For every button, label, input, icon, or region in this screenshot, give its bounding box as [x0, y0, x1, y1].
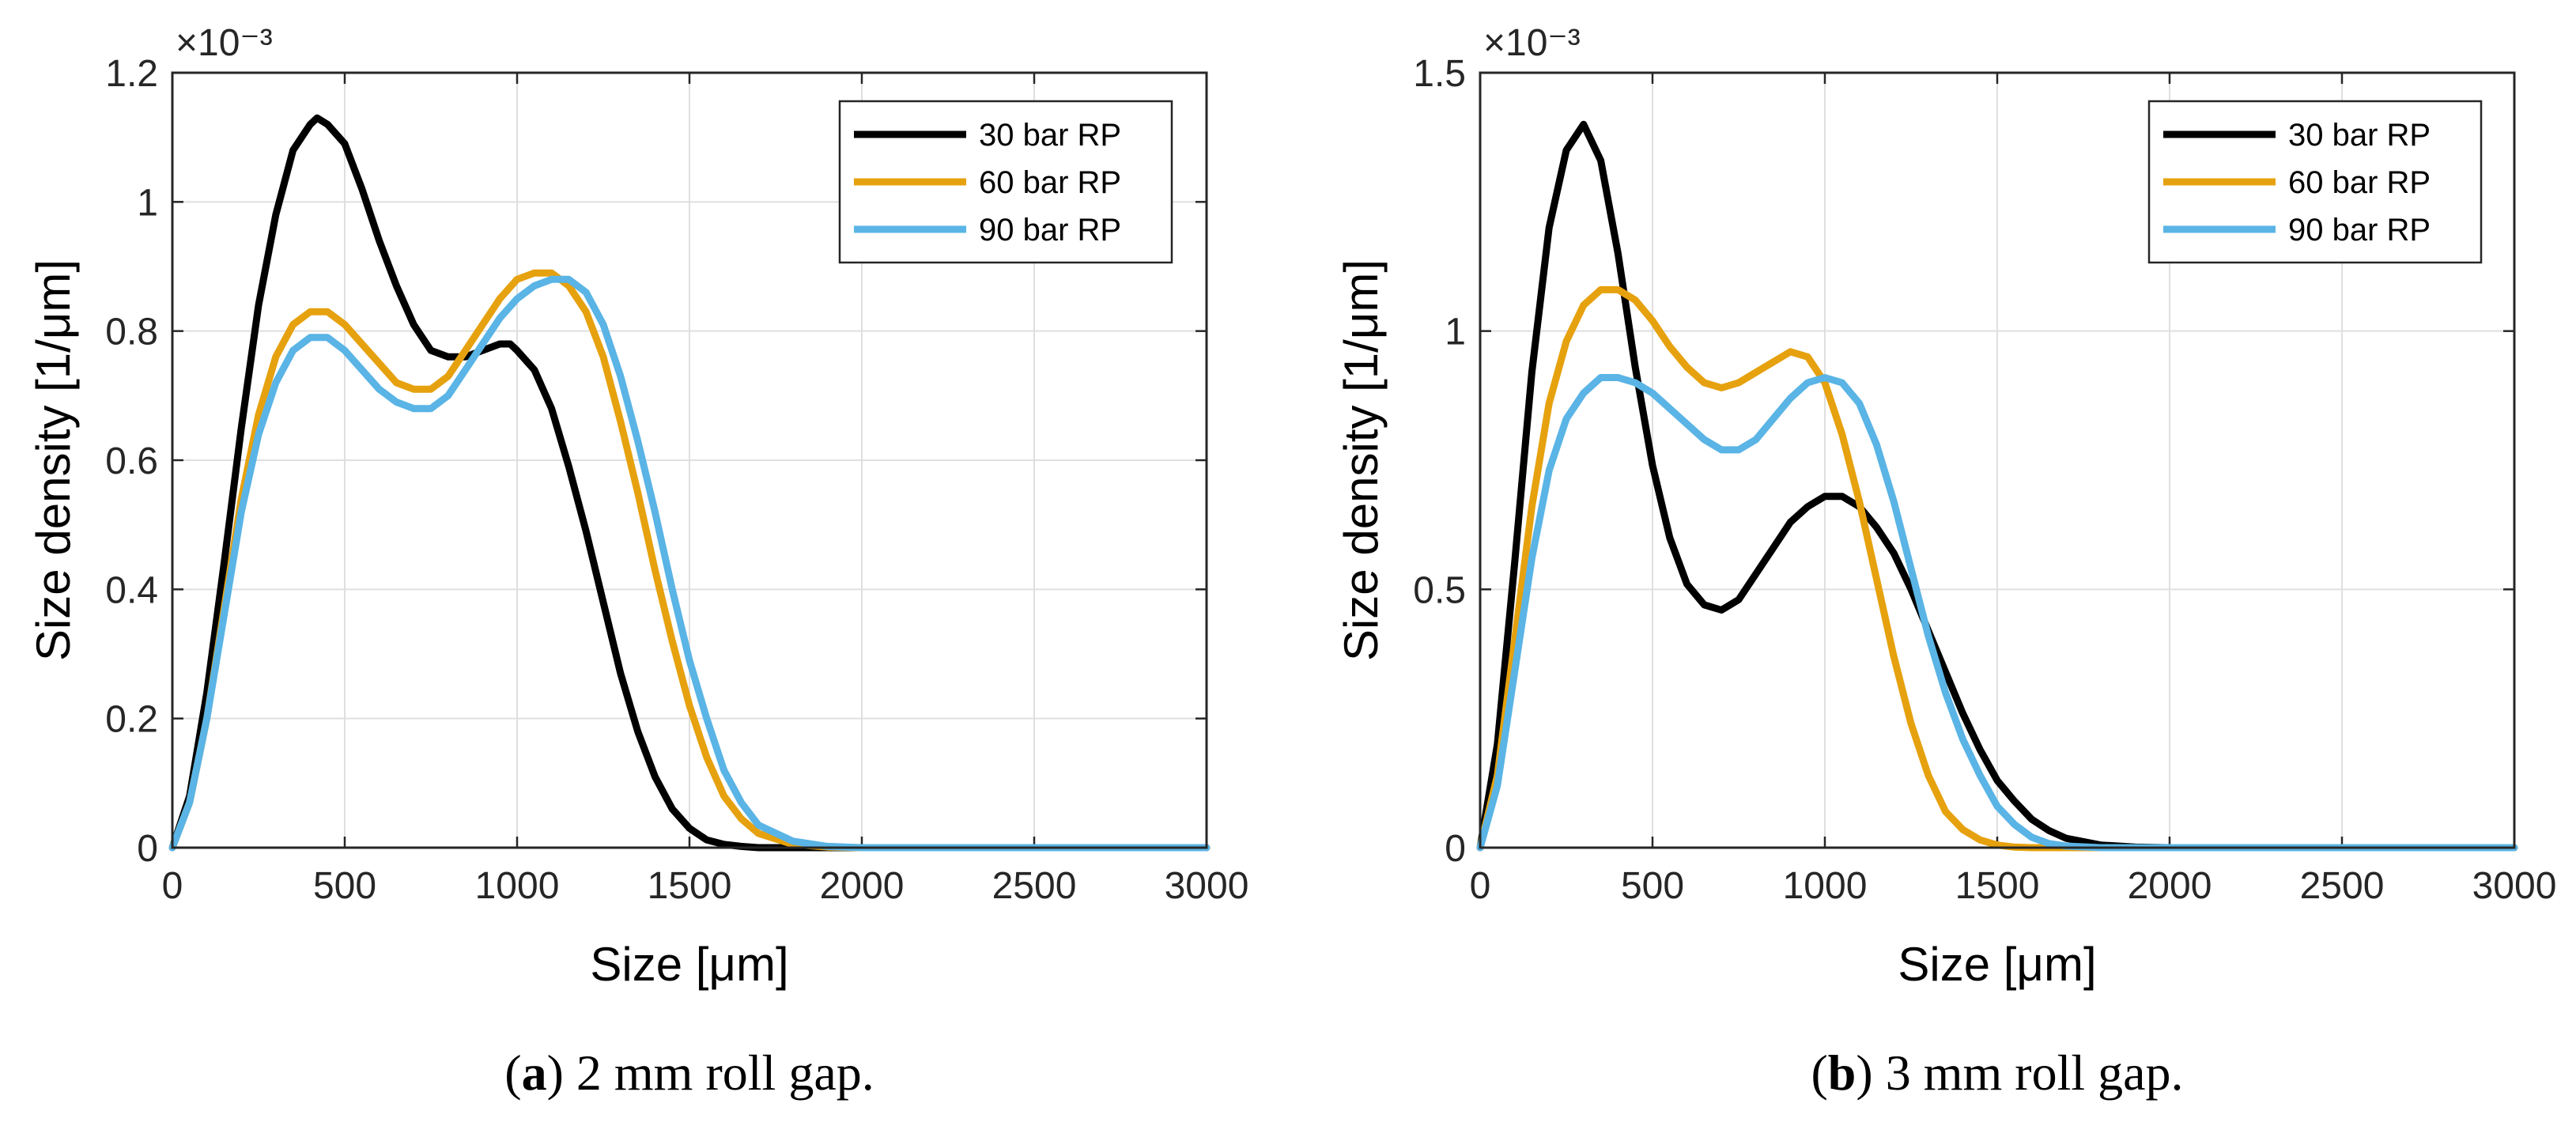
figure-caption: (b) 3 mm roll gap.	[1811, 1045, 2183, 1101]
x-axis-label: Size [μm]	[1898, 938, 2096, 991]
y-tick-label: 0	[137, 828, 158, 870]
legend-label-3: 90 bar RP	[979, 213, 1121, 247]
legend: 30 bar RP 60 bar RP 90 bar RP	[2147, 100, 2483, 264]
figure-caption: (a) 2 mm roll gap.	[504, 1045, 874, 1101]
x-tick-label: 0	[162, 865, 183, 907]
y-tick-label: 0.2	[105, 699, 158, 741]
axes-box	[171, 71, 1208, 849]
legend-label-2: 60 bar RP	[2288, 165, 2431, 200]
x-tick-label: 500	[1621, 865, 1684, 907]
y-tick-label: 1.2	[105, 53, 158, 95]
series-line-1	[168, 114, 1211, 852]
caption-letter: a	[522, 1045, 547, 1101]
caption-letter: b	[1828, 1045, 1856, 1101]
y-tick-label: 0.6	[105, 440, 158, 482]
series-line-3	[168, 275, 1211, 852]
y-tick-label: 1.5	[1413, 53, 1466, 95]
legend-label-3: 90 bar RP	[2288, 213, 2431, 247]
series-line-2	[168, 269, 1211, 852]
x-tick-label: 0	[1470, 865, 1491, 907]
legend-label-1: 30 bar RP	[979, 118, 1121, 153]
legend-label-2: 60 bar RP	[979, 165, 1121, 200]
chart-panel-b: 0 500 1000 1500 2000 2500 3000 0 0.5 1 1.5 ×10⁻³ Siz…	[1335, 22, 2556, 1101]
x-tick-label: 1000	[1783, 865, 1868, 907]
x-tick-label: 1500	[1955, 865, 2040, 907]
y-tick-label: 0	[1445, 828, 1466, 870]
x-tick-label: 1000	[475, 865, 560, 907]
x-tick-label: 2000	[2128, 865, 2212, 907]
chart-panel-a: 0 500 1000 1500 2000 2500 3000 0 0.2 0.4 0.6 0.8 1 1.…	[27, 22, 1248, 1101]
x-tick-label: 3000	[1165, 865, 1249, 907]
x-tick-label: 2000	[820, 865, 905, 907]
caption-prefix: (	[504, 1045, 521, 1101]
axes-box	[1479, 71, 2516, 849]
series-line-1	[1476, 120, 2518, 852]
y-exponent-label: ×10⁻³	[1483, 22, 1581, 64]
x-tick-label: 3000	[2472, 865, 2557, 907]
series-line-3	[1476, 374, 2518, 852]
caption-text: ) 2 mm roll gap.	[547, 1045, 874, 1101]
x-tick-label: 2500	[992, 865, 1077, 907]
x-tick-label: 2500	[2300, 865, 2385, 907]
caption-text: ) 3 mm roll gap.	[1856, 1045, 2183, 1101]
caption-prefix: (	[1811, 1045, 1827, 1101]
x-tick-label: 1500	[648, 865, 732, 907]
x-tick-label: 500	[313, 865, 376, 907]
y-exponent-label: ×10⁻³	[176, 22, 273, 64]
y-tick-label: 1	[1445, 312, 1466, 353]
legend-label-1: 30 bar RP	[2288, 118, 2431, 153]
x-axis-label: Size [μm]	[590, 938, 788, 991]
y-axis-label: Size density [1/μm]	[1335, 259, 1388, 661]
legend: 30 bar RP 60 bar RP 90 bar RP	[838, 100, 1173, 264]
y-tick-label: 0.5	[1413, 569, 1466, 611]
y-tick-label: 0.4	[105, 569, 158, 611]
y-axis-label: Size density [1/μm]	[27, 259, 80, 661]
y-tick-label: 1	[137, 182, 158, 224]
y-tick-label: 0.8	[105, 312, 158, 353]
